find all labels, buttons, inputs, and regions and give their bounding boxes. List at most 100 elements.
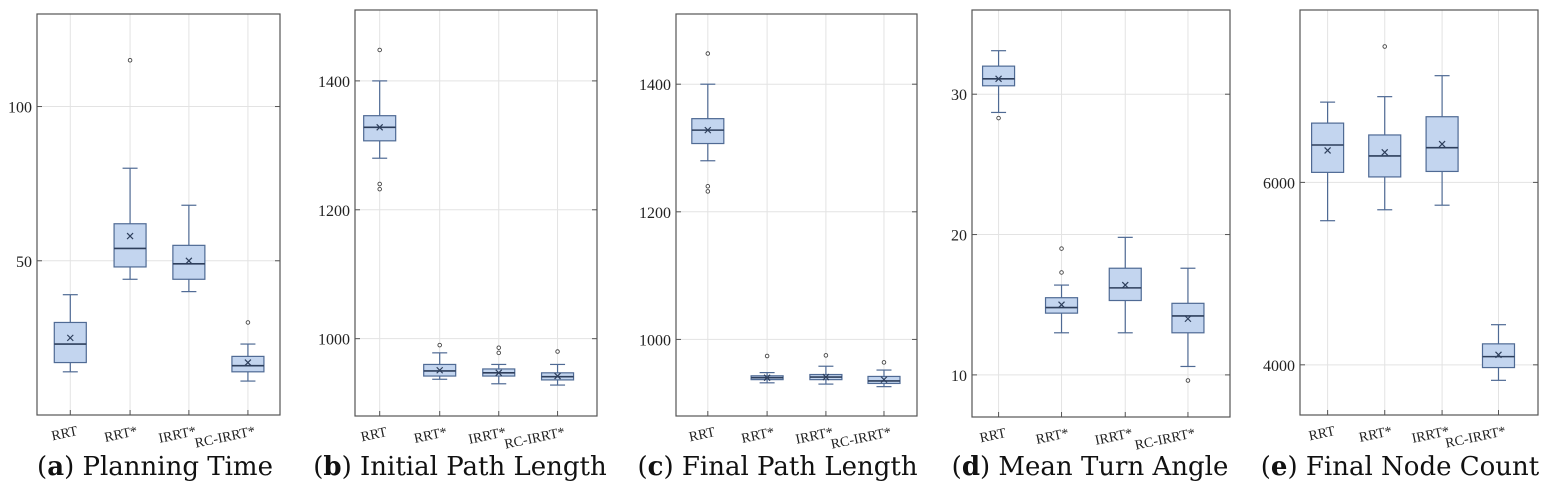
caption-a-text: Planning Time xyxy=(82,452,273,482)
box-iqr xyxy=(1481,343,1516,369)
box-rrt xyxy=(53,294,87,373)
outlier-point xyxy=(881,360,887,365)
y-tick-label: 1400 xyxy=(639,77,671,94)
y-tick-label: 20 xyxy=(951,228,967,245)
box-rrt-star xyxy=(113,58,147,280)
mean-marker xyxy=(126,232,134,240)
y-tick-label: 10 xyxy=(951,368,967,385)
mean-marker xyxy=(376,123,384,131)
mean-marker xyxy=(1381,148,1389,156)
y-tick-label: 4000 xyxy=(1263,358,1295,375)
y-tick-label: 6000 xyxy=(1263,175,1295,192)
outlier-point xyxy=(823,353,829,358)
box-rc-irrt-star xyxy=(1171,267,1205,383)
box-irrt-star xyxy=(1425,75,1459,206)
mean-marker xyxy=(995,75,1002,83)
outlier-point xyxy=(496,350,501,356)
y-tick-label: 1000 xyxy=(318,332,350,349)
x-tick-label: RRT xyxy=(50,424,79,444)
x-tick-label: IRRT* xyxy=(157,424,197,447)
caption-c-text: Final Path Length xyxy=(681,452,918,482)
box-rrt-star xyxy=(1368,44,1402,211)
caption-a: (a) Planning Time xyxy=(37,452,273,482)
x-tick-label: RC-IRRT* xyxy=(194,424,257,451)
mean-marker xyxy=(554,372,561,380)
y-tick-label: 1000 xyxy=(639,332,671,349)
box-irrt-star xyxy=(482,345,516,385)
box-rrt-star xyxy=(750,353,784,384)
mean-marker xyxy=(1324,147,1332,154)
outlier-point xyxy=(437,342,442,348)
box-rc-irrt-star xyxy=(231,320,265,382)
box-rc-irrt-star xyxy=(540,349,575,386)
x-tick-label: RC-IRRT* xyxy=(1444,424,1507,451)
box-irrt-star xyxy=(172,204,206,293)
box-iqr xyxy=(363,115,397,142)
plot-frame xyxy=(36,13,281,416)
outlier-point xyxy=(1382,44,1387,49)
x-tick-label: RRT* xyxy=(1035,426,1071,448)
x-tick-label: RC-IRRT* xyxy=(830,425,893,452)
box-iqr xyxy=(981,65,1016,87)
x-tick-label: RRT* xyxy=(413,425,449,447)
box-iqr xyxy=(53,321,87,364)
mean-marker xyxy=(495,369,503,377)
caption-c: (c) Final Path Length xyxy=(637,452,918,482)
panel-d: 10 20 30 RRT RRT* IRRT* RC-IRRT* xyxy=(951,9,1231,454)
caption-e-text: Final Node Count xyxy=(1305,452,1540,482)
mean-marker xyxy=(1495,351,1502,359)
panel-a: 50 100 RRT RRT* IRRT*RC-IRRT* xyxy=(8,13,281,452)
outlier-point xyxy=(764,353,770,359)
plot-frame xyxy=(971,9,1231,418)
outlier-point xyxy=(377,186,382,192)
mean-marker xyxy=(704,126,712,134)
box-irrt-star xyxy=(1108,236,1142,334)
outlier-point xyxy=(496,345,501,350)
y-tick-label: 50 xyxy=(16,254,32,271)
outlier-point xyxy=(377,181,382,187)
box-rrt xyxy=(1311,101,1345,222)
box-irrt-star xyxy=(809,353,843,385)
outlier-point xyxy=(377,47,382,53)
x-tick-label: RRT xyxy=(688,425,717,445)
mean-marker xyxy=(66,334,74,342)
mean-marker xyxy=(1184,315,1192,323)
box-rc-irrt-star xyxy=(867,360,901,388)
mean-marker xyxy=(436,366,444,374)
caption-e: (e) Final Node Count xyxy=(1260,452,1540,482)
outlier-point xyxy=(705,189,711,194)
caption-b: (b) Initial Path Length xyxy=(313,452,607,482)
box-iqr xyxy=(231,355,265,373)
box-rrt-star xyxy=(423,342,457,380)
x-tick-label: IRRT* xyxy=(1094,426,1134,449)
box-iqr xyxy=(1311,122,1345,173)
y-tick-label: 1200 xyxy=(318,203,350,220)
box-rrt xyxy=(691,51,725,194)
x-tick-label: RRT* xyxy=(1358,424,1394,446)
box-rrt xyxy=(363,47,397,192)
x-tick-label: RRT* xyxy=(740,425,776,447)
caption-d-text: Mean Turn Angle xyxy=(998,452,1229,482)
x-tick-label: RC-IRRT* xyxy=(503,425,566,452)
caption-b-text: Initial Path Length xyxy=(360,452,607,482)
plot-frame xyxy=(1299,9,1539,416)
outlier-point xyxy=(1059,270,1064,275)
mean-marker xyxy=(880,376,888,384)
outlier-point xyxy=(555,349,560,354)
box-rrt xyxy=(981,50,1016,121)
y-tick-label: 30 xyxy=(951,87,967,104)
plot-frame xyxy=(354,9,598,417)
x-tick-label: RRT xyxy=(360,425,389,445)
box-rc-irrt-star xyxy=(1481,324,1516,381)
x-tick-label: RRT* xyxy=(103,424,139,446)
plot-frame xyxy=(675,13,918,417)
y-tick-label: 1200 xyxy=(639,205,671,222)
y-tick-label: 1400 xyxy=(318,74,350,91)
mean-marker xyxy=(1121,281,1129,289)
caption-d: (d) Mean Turn Angle xyxy=(951,452,1229,482)
x-tick-label: IRRT* xyxy=(794,425,834,448)
outlier-point xyxy=(1059,246,1064,251)
box-iqr xyxy=(113,223,147,268)
